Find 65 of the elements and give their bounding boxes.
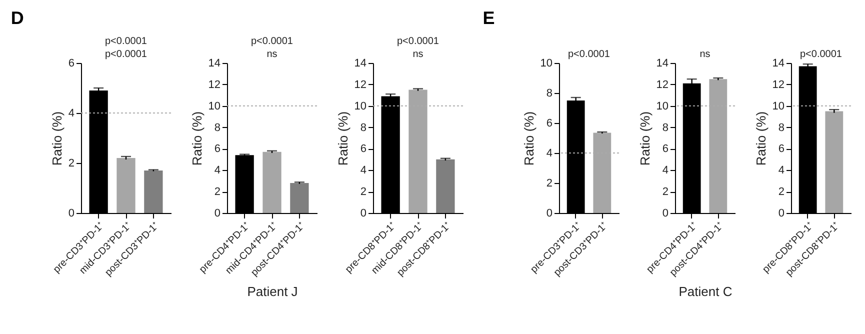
y-tick-label: 0 [360,208,366,220]
y-tick-label: 8 [214,122,220,134]
text: p<0.0001 [568,49,610,60]
y-tick-label: 10 [540,58,552,70]
y-axis-title: Ratio (%) [637,111,652,166]
y-tick-label: 8 [662,122,668,134]
y-tick-label: 14 [656,58,668,70]
y-tick-label: 4 [360,164,366,177]
y-tick-label: 8 [778,122,784,134]
y-tick-label: 0 [662,208,668,220]
y-axis-title: Ratio (%) [753,111,768,166]
y-tick-label: 12 [656,78,668,91]
y-tick-label: 2 [68,158,74,170]
text: ns [412,49,424,60]
bar [290,183,309,213]
y-tick-label: 6 [214,143,220,156]
text: p<0.0001 [397,36,440,47]
y-tick-label: 8 [360,122,366,134]
y-axis-title: Ratio (%) [189,111,204,166]
y-axis-title: Ratio (%) [335,111,350,166]
y-tick-label: 6 [662,143,668,156]
y-tick-label: 10 [208,100,220,112]
y-tick-label: 8 [546,88,552,100]
chart-title: D [10,8,24,28]
y-tick-label: 10 [656,100,668,112]
chart-title: E [482,8,495,28]
y-tick-label: 2 [778,186,784,198]
y-tick-label: 4 [214,164,220,177]
x-axis-title: Patient J [247,284,298,299]
y-tick-label: 12 [354,78,366,91]
text: p<0.0001 [251,36,294,47]
y-tick-label: 6 [546,118,552,130]
y-tick-label: 4 [68,108,74,120]
y-tick-label: 0 [778,208,784,220]
text: p<0.0001 [800,49,842,60]
y-tick-label: 6 [360,143,366,156]
y-tick-label: 14 [354,58,366,70]
x-axis-title: Patient C [678,284,732,299]
y-tick-label: 14 [772,58,784,70]
y-tick-label: 2 [360,186,366,198]
y-tick-label: 10 [772,100,784,112]
bar [436,159,455,213]
y-axis-title: Ratio (%) [521,111,536,166]
y-tick-label: 0 [546,208,552,220]
y-tick-label: 12 [772,78,784,91]
y-tick-label: 14 [208,58,220,70]
text: ns [266,49,278,60]
bar [144,170,163,213]
text: p<0.0001 [105,49,148,60]
text: p<0.0001 [105,36,148,47]
y-tick-label: 6 [68,58,74,70]
y-tick-label: 6 [778,143,784,156]
y-tick-label: 4 [546,148,552,160]
y-tick-label: 0 [214,208,220,220]
bar [262,152,282,213]
y-tick-label: 4 [778,164,784,177]
y-tick-label: 0 [68,208,74,220]
y-tick-label: 10 [354,100,366,112]
y-tick-label: 12 [208,78,220,91]
y-tick-label: 2 [662,186,668,198]
text: ns [700,49,710,60]
y-tick-label: 2 [214,186,220,198]
y-axis-title: Ratio (%) [49,111,64,166]
y-tick-label: 2 [546,178,552,190]
y-tick-label: 4 [662,164,668,177]
